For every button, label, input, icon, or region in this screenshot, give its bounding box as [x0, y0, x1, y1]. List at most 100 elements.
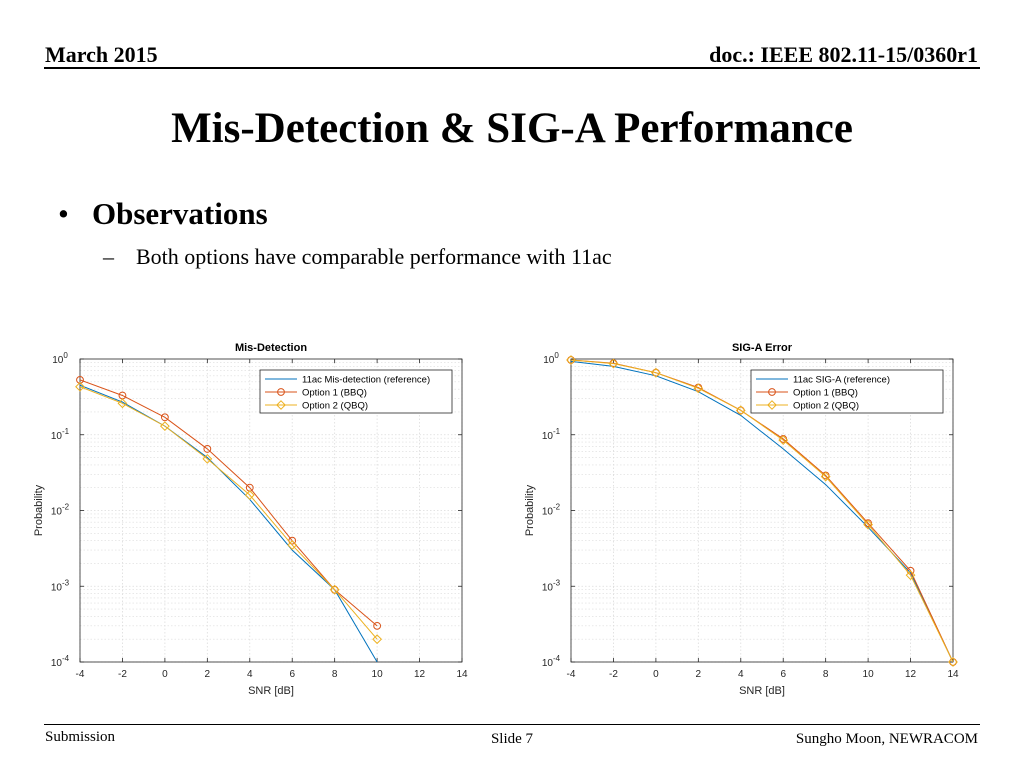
y-tick-label: 10-2: [51, 503, 70, 518]
x-tick-label: -4: [567, 669, 576, 680]
series-line: [80, 379, 378, 627]
y-tick-label: 10-2: [542, 503, 561, 518]
legend-label: Option 2 (QBQ): [793, 401, 859, 412]
legend: 11ac SIG-A (reference) Option 1 (BBQ) Opti…: [750, 369, 944, 414]
x-tick-label: 12: [414, 669, 426, 680]
series-line: [80, 384, 378, 662]
data-point-circle: [373, 621, 382, 630]
y-tick-label: 10-1: [51, 427, 70, 442]
dash-glyph: –: [103, 244, 114, 269]
sub-bullet-text: Both options have comparable performance…: [136, 244, 612, 269]
x-tick-label: 14: [947, 669, 959, 680]
footer-divider: [44, 724, 980, 725]
x-tick-label: 10: [863, 669, 875, 680]
x-tick-label: 4: [738, 669, 744, 680]
x-tick-label: 6: [780, 669, 786, 680]
data-point-circle: [277, 388, 285, 396]
y-tick-label: 10-4: [51, 654, 70, 669]
data-point-circle: [76, 375, 84, 384]
x-tick-label: -4: [76, 669, 85, 680]
series-line: [571, 359, 953, 662]
x-axis-label: SNR [dB]: [248, 685, 294, 697]
data-point-diamond: [329, 584, 340, 595]
data-point-circle: [160, 413, 169, 422]
data-point-diamond: [863, 519, 874, 530]
x-tick-label: 10: [372, 669, 384, 680]
legend-label: Option 1 (BBQ): [302, 388, 367, 399]
chart-svg: -4 -2 0 2 4 6 8 10 12 14 100 10-1 10-2 10-3 10-4 Mis-De…: [33, 342, 468, 697]
slide-title: Mis-Detection & SIG-A Performance: [171, 105, 853, 152]
chart-title: Mis-Detection: [235, 342, 307, 354]
data-point-circle: [949, 658, 957, 666]
data-point-diamond: [244, 490, 255, 500]
x-axis-label: SNR [dB]: [739, 685, 785, 697]
footer-submission: Submission: [45, 729, 116, 745]
data-point-circle: [768, 388, 776, 396]
x-tick-label: 2: [205, 669, 211, 680]
data-point-diamond: [159, 421, 170, 432]
bullet-text: Observations: [92, 196, 268, 231]
data-point-diamond: [566, 355, 576, 365]
x-tick-label: 12: [905, 669, 917, 680]
data-point-diamond: [276, 400, 286, 410]
data-point-diamond: [650, 367, 661, 378]
mis-detection-chart: -4 -2 0 2 4 6 8 10 12 14 100 10-1 10-2 10-3 10-4 Mis-De…: [30, 336, 475, 706]
data-point-circle: [330, 585, 339, 594]
x-tick-label: 14: [456, 669, 468, 680]
data-point-circle: [736, 406, 745, 415]
legend-item: Option 1 (BBQ): [265, 388, 367, 399]
x-tick-label: 8: [823, 669, 829, 680]
chart-svg: -4 -2 0 2 4 6 8 10 12 14 100 10-1 10-2 10-3 10-4 SIG-A …: [524, 342, 959, 697]
series-1: [80, 384, 378, 662]
series-3: [75, 381, 383, 645]
data-point-diamond: [608, 358, 619, 369]
data-point-diamond: [820, 471, 831, 482]
series-line: [80, 386, 378, 640]
footer-slide-number: Slide 7: [490, 731, 534, 747]
legend-label: 11ac SIG-A (reference): [793, 375, 890, 386]
data-point-diamond: [202, 453, 213, 464]
grid: [570, 359, 954, 663]
legend-item: Option 2 (QBQ): [265, 400, 368, 412]
x-tick-label: 6: [289, 669, 295, 680]
sub-bullet-item: – Both options have comparable performanc…: [103, 244, 612, 270]
data-point-diamond: [75, 381, 85, 392]
x-tick-label: 8: [332, 669, 338, 680]
data-point-diamond: [948, 657, 958, 667]
x-tick-label: 0: [653, 669, 659, 680]
data-point-diamond: [117, 398, 128, 409]
legend-item: 11ac SIG-A (reference): [756, 375, 890, 386]
y-tick-label: 100: [52, 351, 68, 366]
x-tick-label: -2: [118, 669, 127, 680]
x-tick-label: 2: [696, 669, 702, 680]
y-axis-label: Probability: [524, 484, 536, 536]
legend-item: Option 2 (QBQ): [756, 400, 859, 412]
header-date: March 2015: [45, 42, 158, 67]
header-divider: [44, 67, 980, 69]
y-tick-label: 10-3: [542, 578, 561, 593]
y-tick-label: 10-3: [51, 578, 70, 593]
legend-item: Option 1 (BBQ): [756, 388, 858, 399]
legend-label: Option 2 (QBQ): [302, 401, 368, 412]
header-doc-id: doc.: IEEE 802.11-15/0360r1: [709, 42, 978, 67]
data-point-diamond: [905, 570, 916, 581]
data-point-diamond: [778, 435, 789, 446]
y-tick-label: 100: [543, 351, 559, 366]
y-axis-label: Probability: [33, 484, 45, 536]
x-tick-label: 0: [162, 669, 168, 680]
footer-author: Sungho Moon, NEWRACOM: [795, 731, 978, 747]
data-point-circle: [203, 445, 212, 453]
y-tick-label: 10-4: [542, 654, 561, 669]
sig-a-error-chart: -4 -2 0 2 4 6 8 10 12 14 100 10-1 10-2 10-3 10-4 SIG-A …: [521, 336, 966, 706]
data-point-diamond: [735, 405, 746, 416]
data-point-circle: [651, 368, 660, 377]
data-point-diamond: [767, 400, 777, 410]
x-tick-label: 4: [247, 669, 253, 680]
bullet-item: • Observations: [58, 196, 268, 232]
legend-label: 11ac Mis-detection (reference): [302, 375, 430, 386]
chart-title: SIG-A Error: [732, 342, 793, 354]
data-point-diamond: [287, 540, 298, 550]
legend-label: Option 1 (BBQ): [793, 388, 858, 399]
bullet-glyph: •: [58, 196, 69, 231]
series-3: [566, 355, 958, 667]
